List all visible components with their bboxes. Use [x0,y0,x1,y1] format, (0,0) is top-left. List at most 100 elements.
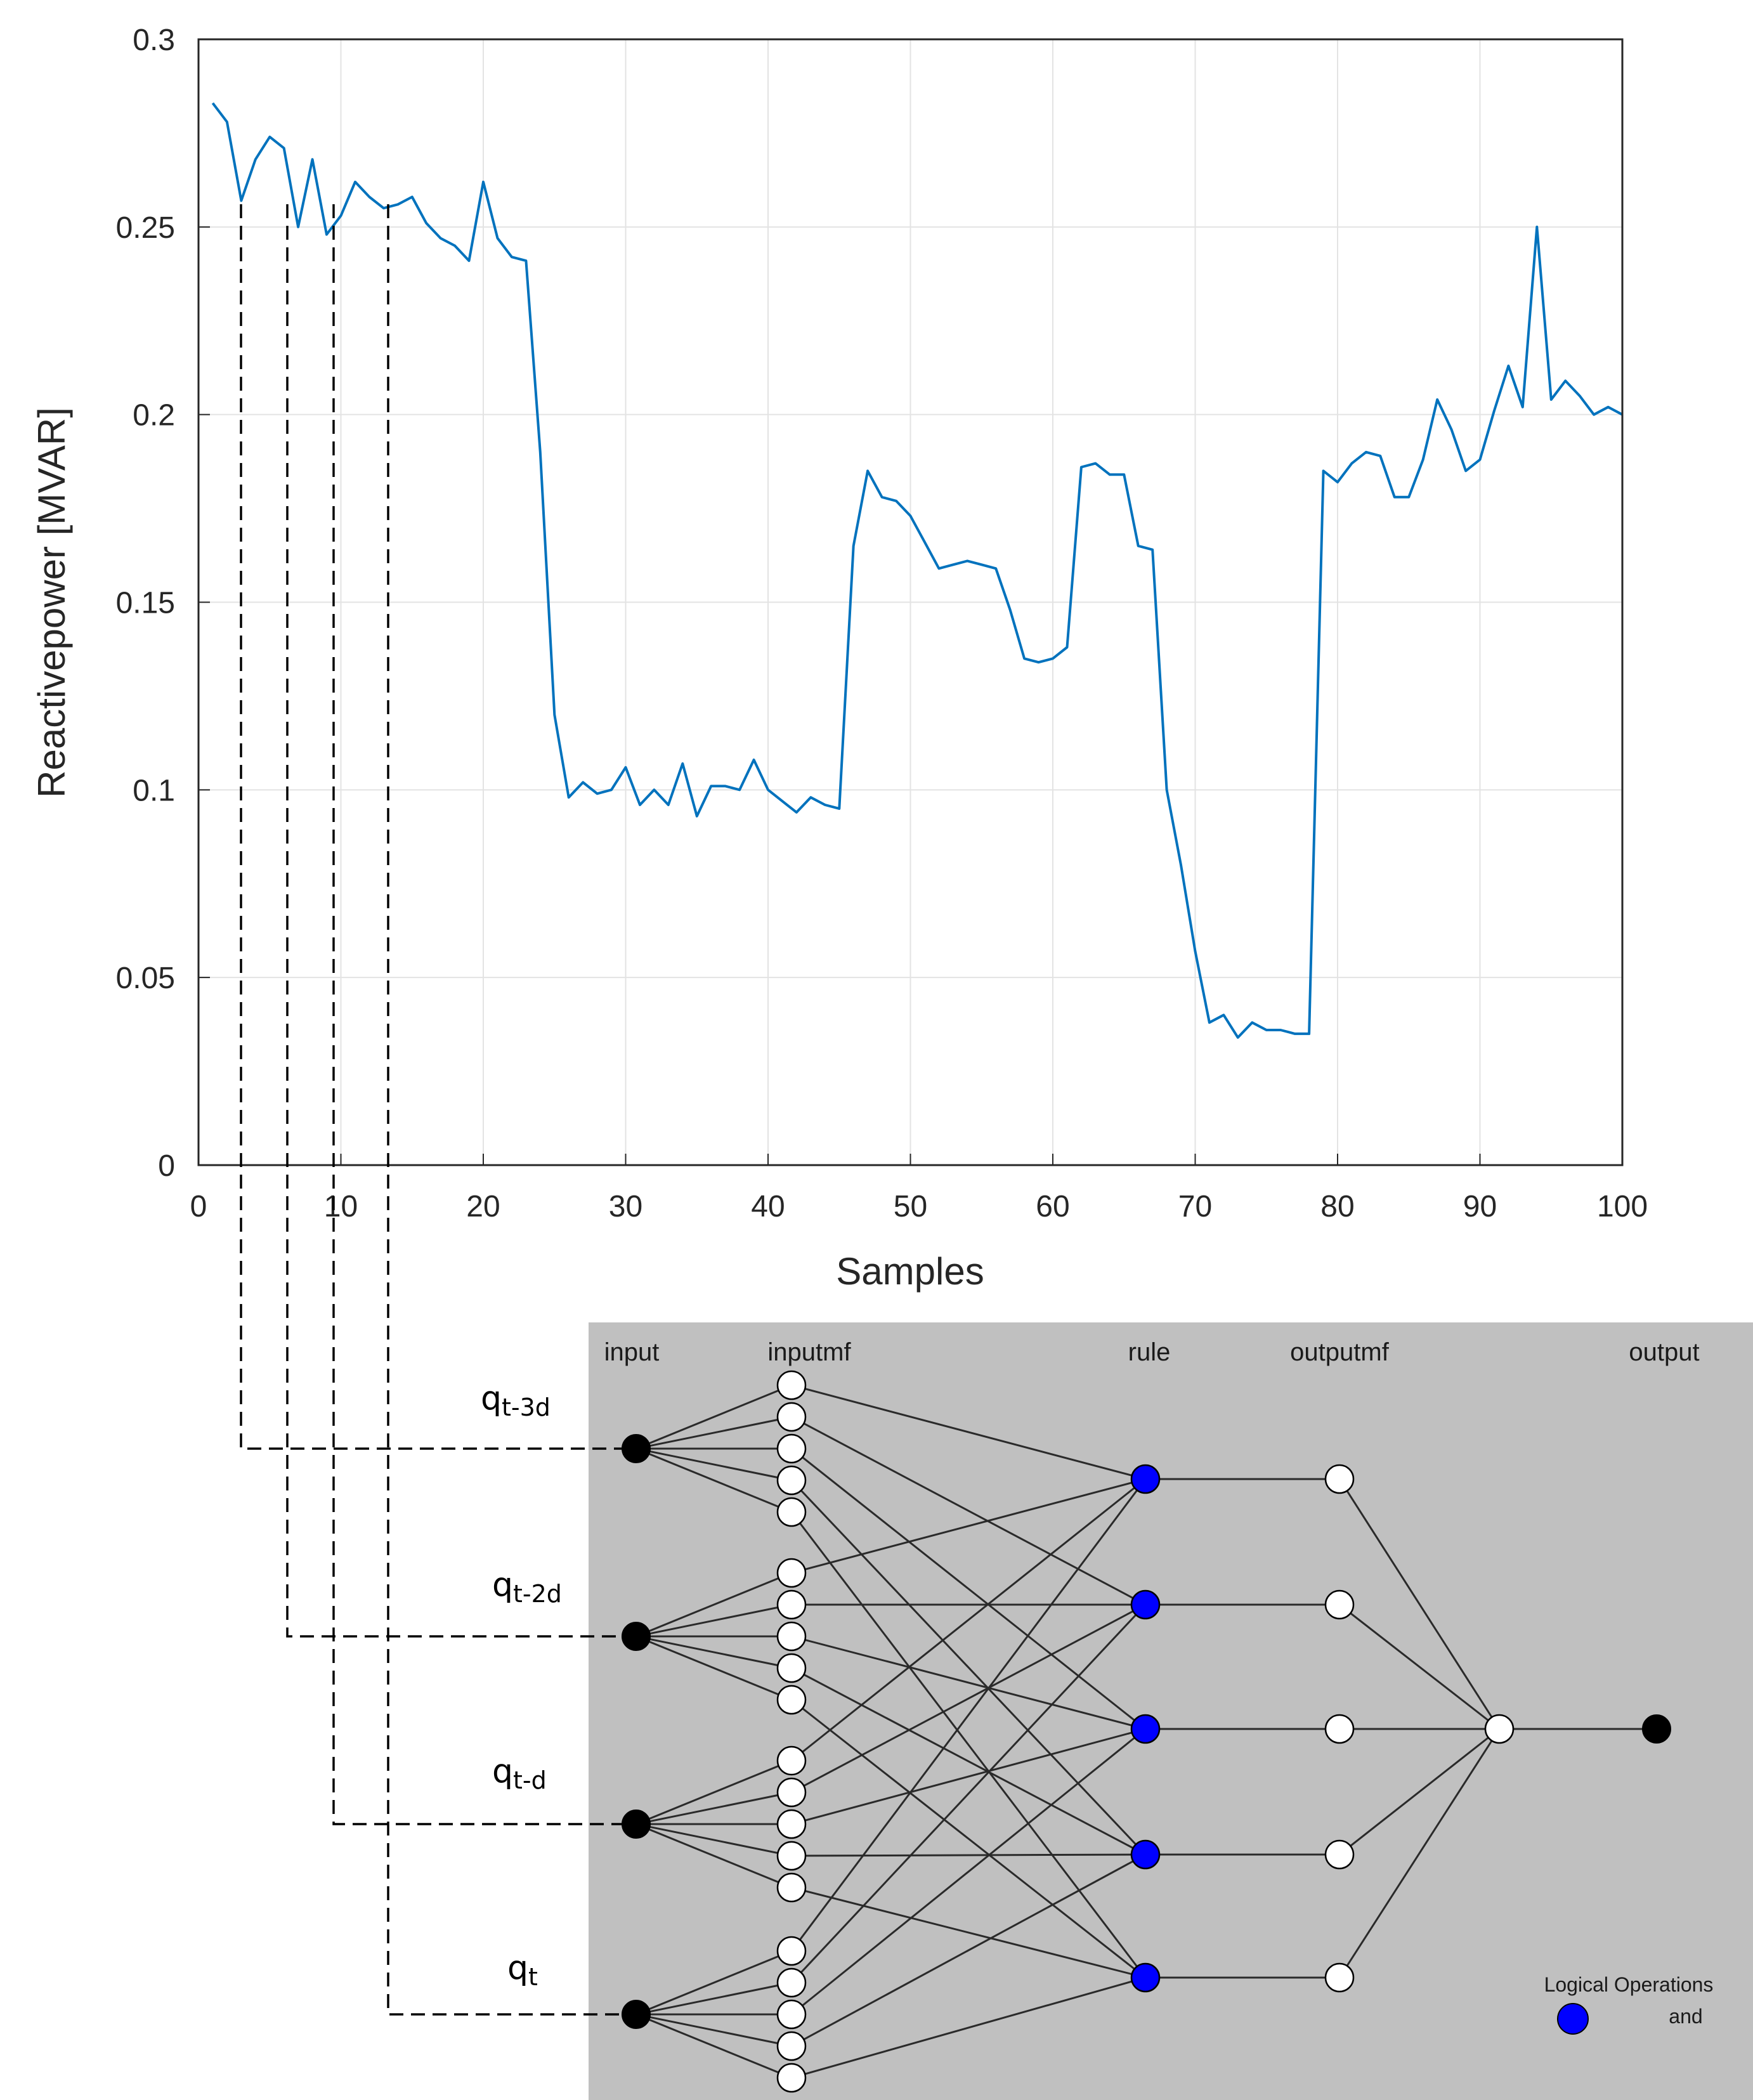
y-tick-label: 0.2 [133,399,175,433]
edge-input-mf [635,1823,792,1857]
x-tick-label: 20 [466,1190,500,1223]
edge-outputmf-aggregate [1338,1478,1501,1730]
edge-input-mf [635,2013,792,2079]
layer-label-outputmf: outputmf [1290,1338,1390,1366]
series-line [211,102,1623,1039]
edge-mf-rule [790,1511,1147,1978]
network-edges [635,1384,1657,2079]
input-node [622,1810,651,1839]
input-label-q-t-3d: qt-3d [481,1379,551,1421]
y-tick-label: 0.25 [116,211,175,245]
input-labels: qt-3d qt-2d qt-d qt [481,1379,562,1991]
line-chart: 0 0.05 0.1 0.15 0.2 0.25 0.3 0 10 20 30 40 50 60 70 80… [30,23,1648,1293]
outputmf-node [1324,1714,1355,1744]
legend-title: Logical Operations [1544,1973,1714,1996]
edge-mf-rule [791,1667,1146,1856]
layer-label-inputmf: inputmf [767,1338,851,1366]
network-nodes [622,1370,1671,2093]
input-label-q-t: qt [507,1949,538,1991]
x-tick-label: 100 [1597,1190,1648,1223]
x-tick-label: 60 [1036,1190,1069,1223]
inputmf-node [776,1936,807,1966]
y-axis-ticks: 0 0.05 0.1 0.15 0.2 0.25 0.3 [116,23,210,1183]
inputmf-node [776,1841,807,1871]
inputmf-node [776,1999,807,2030]
inputmf-node [776,2063,807,2093]
edge-mf-rule [791,1853,1146,1857]
y-tick-label: 0 [158,1149,175,1183]
legend: Logical Operations and [1544,1973,1714,2035]
aggregate-node [1484,1714,1515,1744]
edge-mf-rule [791,1603,1146,1794]
inputmf-node [776,1685,807,1715]
outputmf-node [1324,1589,1355,1620]
inputmf-node [776,2031,807,2061]
edge-input-mf [635,1950,792,2016]
layer-label-output: output [1629,1338,1699,1366]
edge-mf-rule [791,1384,1146,1480]
edge-mf-rule [791,1635,1146,1730]
rule-node [1130,1714,1161,1744]
inputmf-node [776,1402,807,1432]
inputmf-node [776,1558,807,1588]
inputmf-node [776,1621,807,1652]
inputmf-node [776,1433,807,1464]
y-tick-label: 0.15 [116,587,175,620]
x-axis-label: Samples [836,1250,984,1293]
legend-and-marker [1557,2003,1589,2035]
rule-node [1130,1589,1161,1620]
inputmf-node [776,1653,807,1683]
edge-outputmf-aggregate [1339,1728,1500,1856]
inputmf-node [776,1465,807,1496]
dashed-connectors [240,204,636,2016]
inputmf-node [776,1497,807,1527]
edge-input-mf [635,1447,792,1513]
edge-input-mf [635,1572,792,1638]
dashed-connector [387,204,636,2016]
edge-mf-rule [791,1853,1146,2047]
x-tick-label: 0 [190,1190,207,1223]
x-tick-label: 70 [1178,1190,1212,1223]
edge-mf-rule [790,1478,1147,1952]
rule-node [1130,1962,1161,1993]
x-tick-label: 90 [1463,1190,1497,1223]
dashed-connector [286,204,636,1638]
edge-mf-rule [791,1886,1146,1979]
edge-mf-rule [791,1478,1146,1762]
inputmf-node [776,1872,807,1903]
layer-label-input: input [604,1338,660,1366]
edge-mf-rule [790,1479,1147,1856]
inputmf-node [776,1370,807,1400]
inputmf-node [776,1967,807,1998]
inputmf-node [776,1745,807,1776]
dashed-connector [332,204,636,1825]
edge-input-mf [635,1447,792,1482]
edge-outputmf-aggregate [1338,1728,1501,1978]
edge-input-mf [635,1635,792,1701]
edge-input-mf [635,1823,792,1889]
edge-input-mf [635,1384,792,1450]
layer-label-rule: rule [1128,1338,1171,1366]
edge-mf-rule [791,1447,1146,1730]
edge-mf-rule [790,1603,1147,1984]
x-tick-label: 40 [751,1190,785,1223]
inputmf-node [776,1589,807,1620]
input-label-q-t-d: qt-d [492,1752,547,1794]
rule-node [1130,1464,1161,1494]
edge-input-mf [635,2013,792,2047]
plot-frame [197,38,1624,1166]
edge-mf-rule [791,1699,1146,1979]
y-tick-label: 0.1 [133,774,175,807]
layer-labels: input inputmf rule outputmf output [604,1338,1700,1366]
x-tick-label: 50 [894,1190,927,1223]
edge-input-mf [635,1603,792,1638]
input-label-q-t-2d: qt-2d [492,1566,562,1608]
input-node [622,2000,651,2029]
anfis-diagram: input inputmf rule outputmf output qt-3d… [240,204,1753,2100]
x-axis-ticks: 0 10 20 30 40 50 60 70 80 90 100 [190,1154,1648,1223]
edge-mf-rule [791,1976,1146,2079]
edge-input-mf [635,1635,792,1669]
input-node [622,1434,651,1463]
edge-mf-rule [791,1416,1146,1606]
edge-mf-rule [791,1478,1146,1574]
